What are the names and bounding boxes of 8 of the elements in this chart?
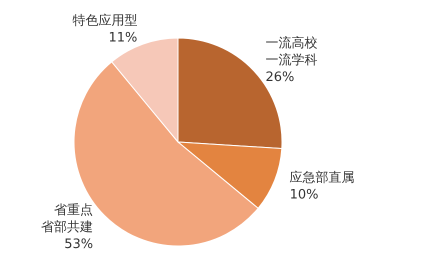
slice-label: 应急部直属 <box>290 169 355 186</box>
data-label: 26% <box>265 69 294 84</box>
data-label: 53% <box>64 236 94 252</box>
slice-label: 一流高校一流学科 <box>265 34 318 68</box>
data-label: 10% <box>290 187 318 202</box>
slice-label: 省重点省部共建 <box>41 202 94 234</box>
slice-label: 特色应用型 <box>72 12 138 28</box>
data-label: 11% <box>108 30 138 46</box>
